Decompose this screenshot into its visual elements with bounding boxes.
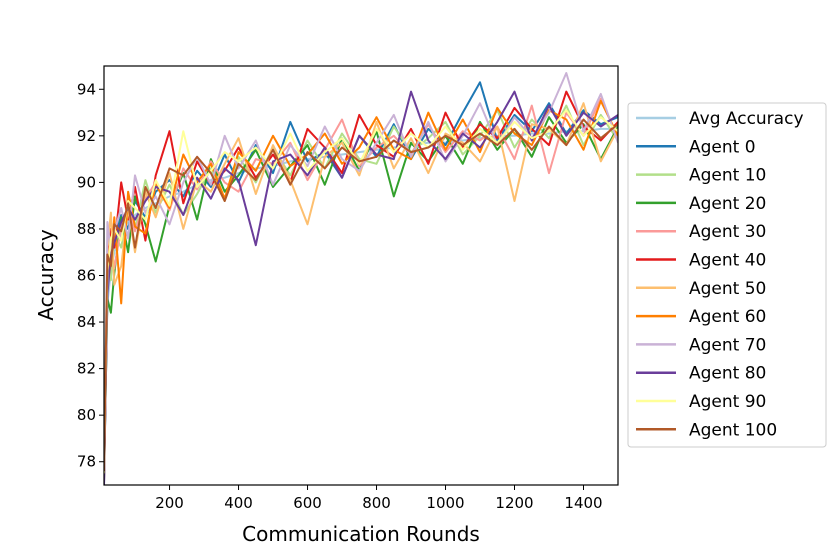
x-tick-label: 800 — [362, 494, 391, 512]
series-line-agent-90 — [104, 109, 618, 474]
y-axis: 78 80 82 84 86 88 90 92 94 — [77, 80, 104, 471]
y-tick-label: 80 — [77, 406, 96, 424]
y-tick-label: 84 — [77, 313, 96, 331]
legend-label: Agent 80 — [689, 364, 766, 384]
legend-label: Agent 30 — [689, 222, 766, 242]
y-tick-label: 78 — [77, 453, 96, 471]
legend-label: Agent 40 — [689, 251, 766, 271]
legend-label: Agent 90 — [689, 392, 766, 412]
legend-label: Agent 10 — [689, 166, 766, 186]
x-tick-label: 600 — [293, 494, 322, 512]
series-line-agent-40 — [104, 90, 618, 483]
y-axis-label: Accuracy — [34, 229, 58, 320]
y-tick-label: 86 — [77, 267, 96, 285]
y-tick-label: 90 — [77, 173, 96, 191]
legend-label: Agent 0 — [689, 137, 756, 157]
y-tick-label: 94 — [77, 80, 96, 98]
series-line-agent-60 — [104, 99, 618, 467]
legend-label: Agent 20 — [689, 194, 766, 214]
x-tick-label: 400 — [224, 494, 253, 512]
legend-label: Agent 100 — [689, 420, 777, 440]
series-line-agent-80 — [104, 90, 618, 485]
legend-label: Agent 70 — [689, 335, 766, 355]
x-tick-label: 1200 — [495, 494, 533, 512]
x-axis-label: Communication Rounds — [242, 522, 480, 546]
y-tick-label: 92 — [77, 127, 96, 145]
series-line-agent-100 — [104, 118, 618, 472]
x-tick-label: 1400 — [564, 494, 602, 512]
series-line-agent-70 — [104, 72, 618, 481]
x-axis: 200 400 600 800 1000 1200 1400 — [155, 485, 603, 512]
x-tick-label: 200 — [155, 494, 184, 512]
series-line-agent-30 — [104, 97, 618, 472]
legend-frame — [627, 102, 827, 448]
legend-label: Agent 50 — [689, 279, 766, 299]
legend: Avg Accuracy Agent 0 Agent 10 Agent 20 Agent… — [627, 102, 827, 448]
y-tick-label: 82 — [77, 360, 96, 378]
y-tick-label: 88 — [77, 220, 96, 238]
series-line-agent-50 — [104, 102, 618, 476]
x-tick-label: 1000 — [426, 494, 464, 512]
legend-label: Agent 60 — [689, 307, 766, 327]
legend-label: Avg Accuracy — [689, 109, 804, 129]
